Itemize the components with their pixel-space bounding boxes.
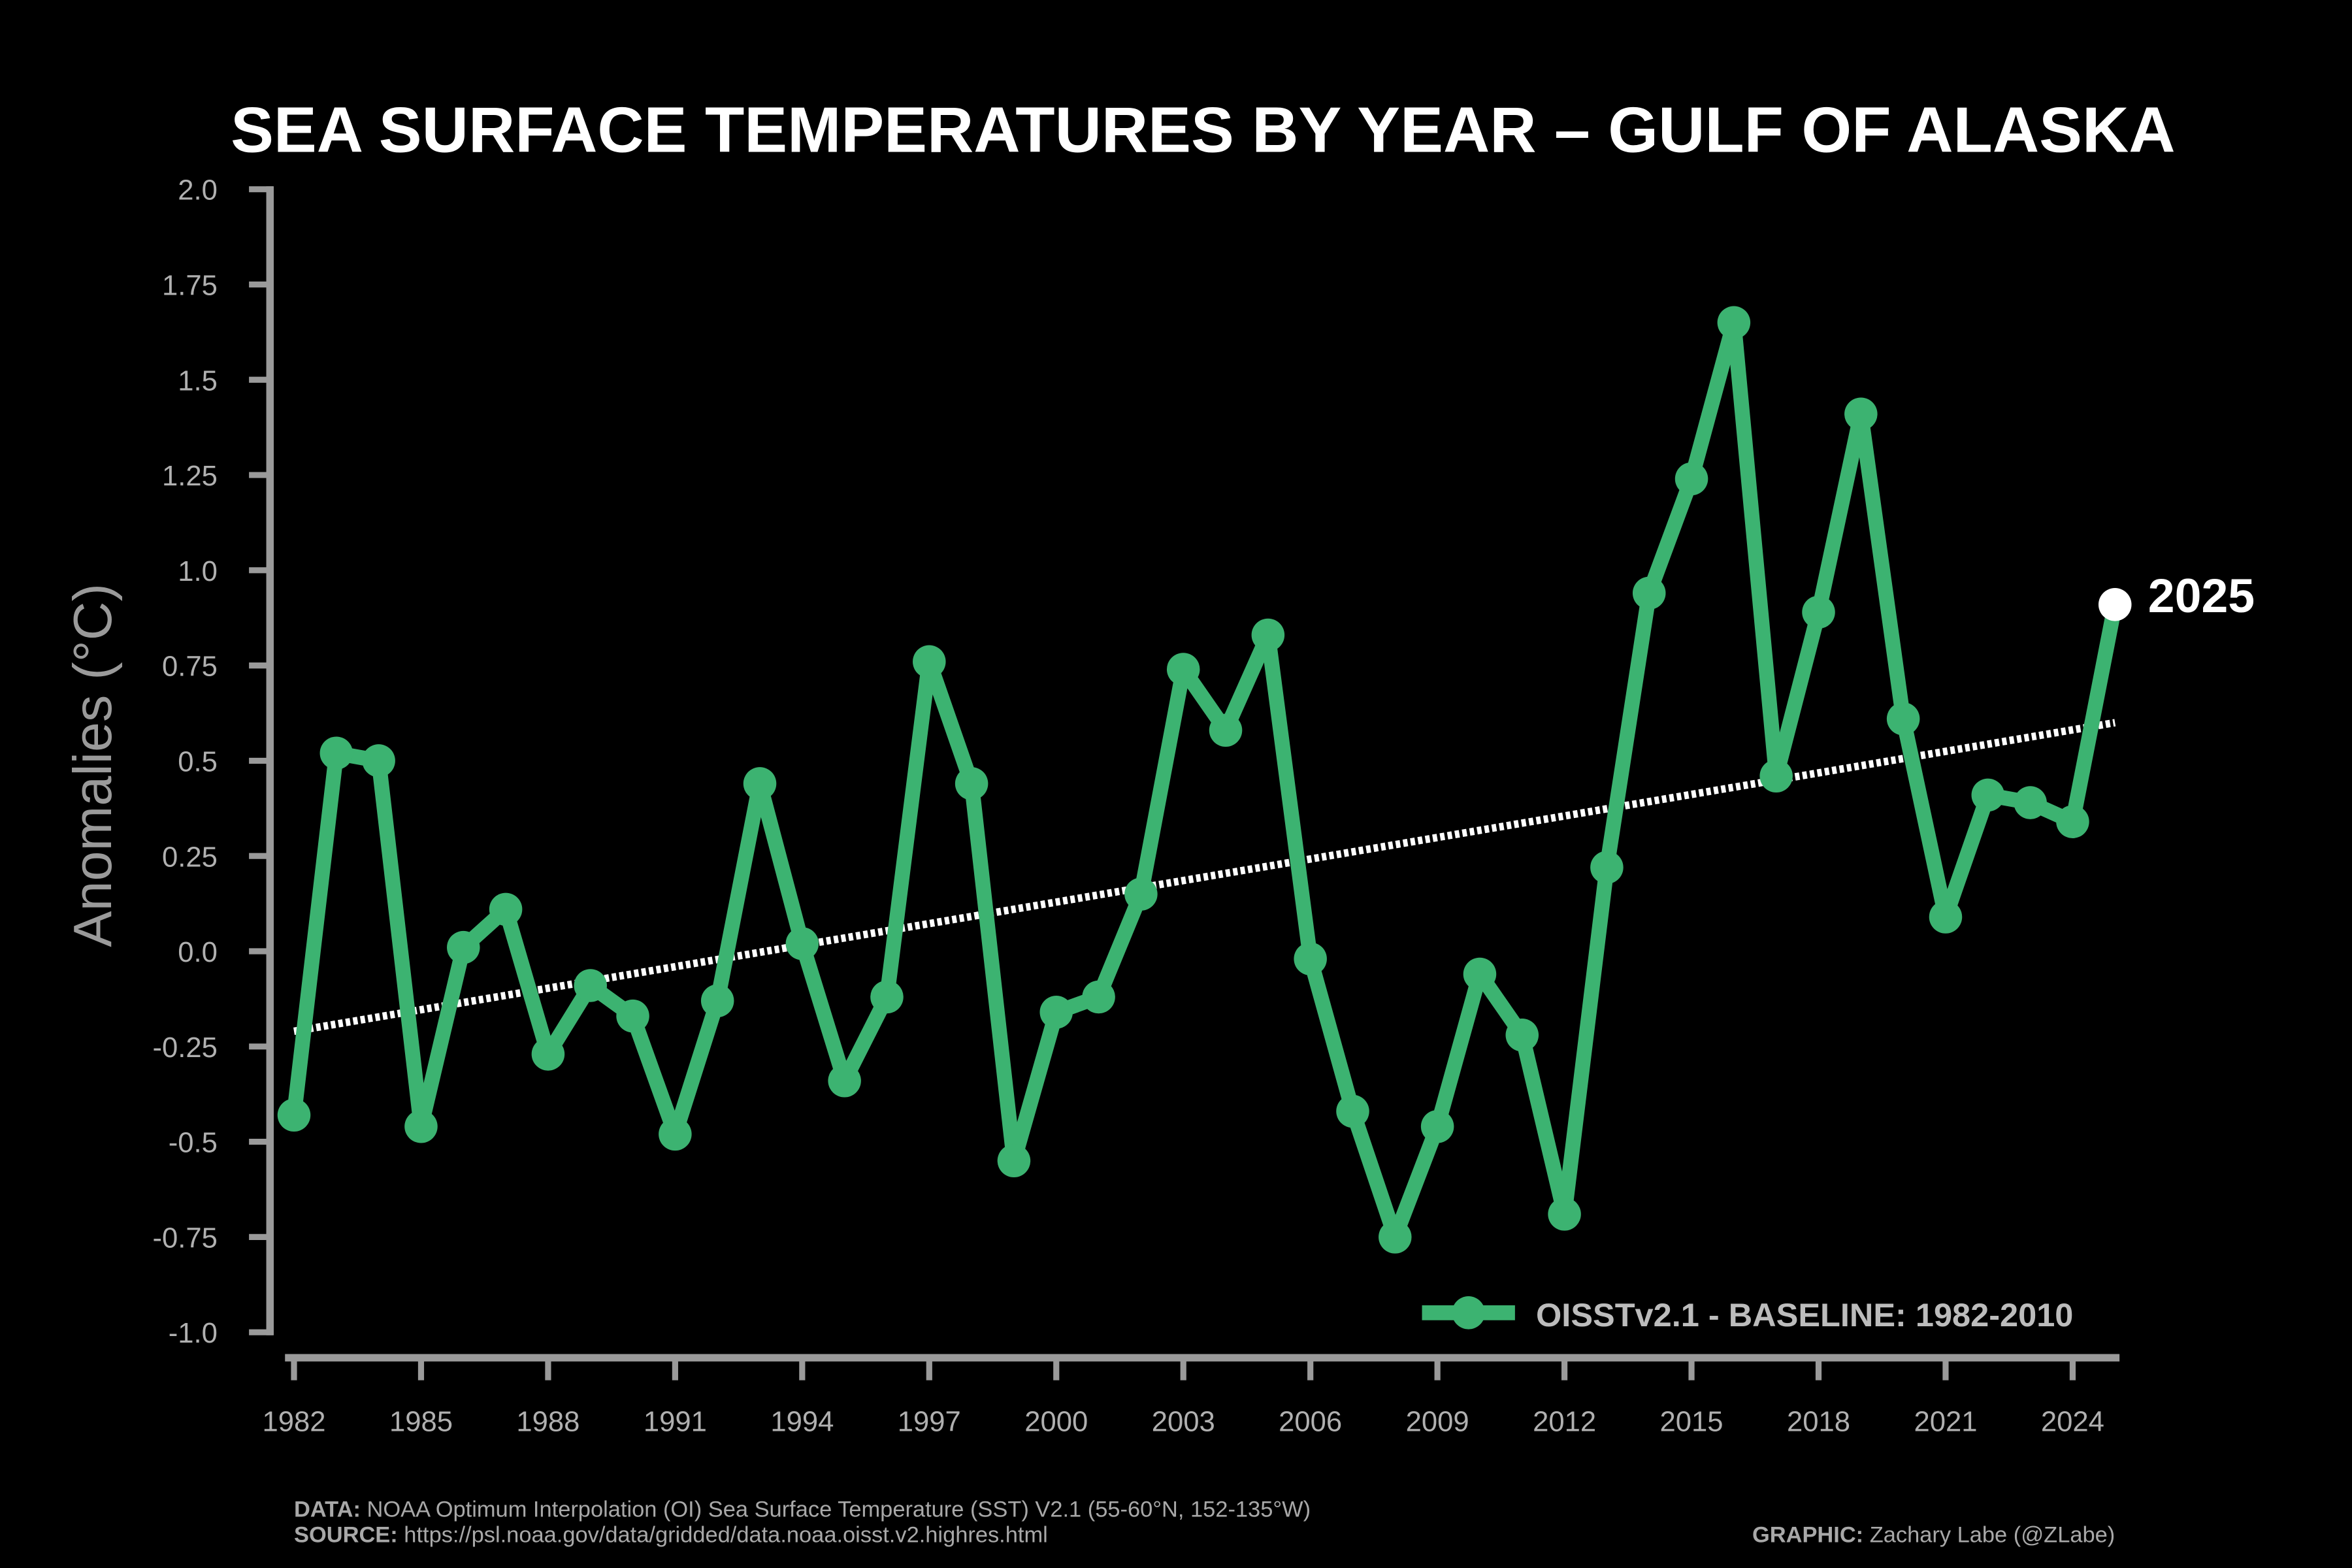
data-point bbox=[1124, 877, 1158, 911]
x-tick-label: 1988 bbox=[516, 1407, 580, 1438]
y-tick-label: -1.0 bbox=[169, 1318, 218, 1349]
footer-graphic: GRAPHIC: Zachary Labe (@ZLabe) bbox=[1752, 1523, 2115, 1548]
x-tick-label: 1985 bbox=[389, 1407, 453, 1438]
data-point bbox=[531, 1037, 565, 1071]
data-point bbox=[997, 1144, 1031, 1177]
data-point bbox=[1590, 851, 1624, 884]
data-point bbox=[489, 892, 523, 926]
y-tick-label: 0.75 bbox=[162, 651, 218, 683]
y-tick-label: 1.75 bbox=[162, 270, 218, 302]
data-point bbox=[319, 736, 353, 770]
x-tick-label: 2009 bbox=[1406, 1407, 1469, 1438]
data-point bbox=[743, 767, 777, 800]
legend: OISSTv2.1 - BASELINE: 1982-2010 bbox=[1422, 1296, 2073, 1333]
highlight-label-2025: 2025 bbox=[2148, 568, 2255, 623]
x-tick-label: 2018 bbox=[1787, 1407, 1850, 1438]
x-tick-label: 2000 bbox=[1024, 1407, 1088, 1438]
chart-title: SEA SURFACE TEMPERATURES BY YEAR – GULF … bbox=[231, 93, 2176, 165]
data-point bbox=[2056, 805, 2089, 838]
data-point bbox=[1039, 996, 1073, 1029]
y-tick-label: 2.0 bbox=[178, 175, 218, 206]
data-point bbox=[1886, 702, 1920, 736]
y-tick-label: 0.0 bbox=[178, 937, 218, 968]
data-point bbox=[447, 930, 480, 964]
footer-data: DATA: NOAA Optimum Interpolation (OI) Se… bbox=[294, 1497, 1311, 1522]
data-point bbox=[1971, 778, 2005, 812]
y-tick-label: -0.25 bbox=[153, 1032, 218, 1064]
data-point bbox=[1802, 595, 1835, 629]
y-tick-label: 0.5 bbox=[178, 746, 218, 777]
x-tick-label: 1997 bbox=[898, 1407, 961, 1438]
data-point bbox=[955, 767, 988, 800]
x-tick-label: 2021 bbox=[1914, 1407, 1977, 1438]
data-point bbox=[785, 927, 819, 960]
data-point bbox=[870, 980, 904, 1014]
data-point bbox=[1759, 759, 1793, 792]
x-tick-label: 2003 bbox=[1152, 1407, 1215, 1438]
series-group bbox=[277, 306, 2132, 1254]
data-point bbox=[913, 645, 946, 679]
footer-graphic-text: Zachary Labe (@ZLabe) bbox=[1863, 1523, 2115, 1548]
data-point bbox=[1420, 1109, 1454, 1143]
y-tick-label: -0.75 bbox=[153, 1222, 218, 1254]
data-point bbox=[1082, 980, 1115, 1014]
y-tick-label: 1.0 bbox=[178, 556, 218, 587]
data-point bbox=[1336, 1094, 1369, 1128]
x-tick-label: 2012 bbox=[1533, 1407, 1596, 1438]
legend-label: OISSTv2.1 - BASELINE: 1982-2010 bbox=[1536, 1296, 2073, 1333]
data-point bbox=[277, 1098, 311, 1132]
footer-source-label: SOURCE: bbox=[294, 1523, 398, 1548]
data-point bbox=[700, 984, 734, 1018]
data-point bbox=[404, 1109, 438, 1143]
data-point bbox=[1463, 957, 1497, 991]
footer-source-text: https://psl.noaa.gov/data/gridded/data.n… bbox=[398, 1523, 1048, 1548]
x-tick-label: 1991 bbox=[644, 1407, 707, 1438]
x-tick-label: 2006 bbox=[1279, 1407, 1342, 1438]
y-tick-label: -0.5 bbox=[169, 1128, 218, 1159]
footer-data-text: NOAA Optimum Interpolation (OI) Sea Surf… bbox=[361, 1497, 1311, 1522]
data-point bbox=[362, 744, 395, 777]
data-point bbox=[1674, 462, 1708, 496]
data-point bbox=[2014, 786, 2047, 819]
y-tick-label: 1.5 bbox=[178, 365, 218, 397]
data-point bbox=[1632, 576, 1666, 610]
data-point bbox=[574, 969, 607, 1002]
data-point bbox=[1251, 618, 1285, 652]
footer-data-label: DATA: bbox=[294, 1497, 361, 1522]
data-point bbox=[1717, 306, 1751, 340]
x-tick-label: 1982 bbox=[262, 1407, 325, 1438]
data-point bbox=[1548, 1198, 1581, 1231]
data-point bbox=[1929, 900, 1963, 934]
data-point bbox=[1166, 653, 1200, 686]
y-tick-label: 0.25 bbox=[162, 841, 218, 873]
data-point bbox=[659, 1117, 692, 1151]
data-point-highlight bbox=[2098, 588, 2132, 621]
data-point bbox=[1209, 713, 1243, 747]
data-point bbox=[1844, 397, 1878, 431]
y-tick-label: 1.25 bbox=[162, 461, 218, 492]
x-tick-label: 2024 bbox=[2041, 1407, 2104, 1438]
data-point bbox=[828, 1064, 861, 1098]
x-tick-label: 1994 bbox=[770, 1407, 834, 1438]
legend-marker bbox=[1452, 1296, 1485, 1330]
x-tick-label: 2015 bbox=[1660, 1407, 1723, 1438]
data-point bbox=[1294, 942, 1327, 975]
data-point bbox=[616, 999, 649, 1033]
data-point bbox=[1379, 1220, 1412, 1254]
y-axis-label: Anomalies (°C) bbox=[62, 583, 123, 947]
data-point bbox=[1505, 1019, 1539, 1052]
axes: -1.0 -0.75 -0.5 -0.25 0.0 0.25 0.5 0.75 1.0 1.25 1… bbox=[153, 175, 2120, 1438]
footer-source: SOURCE: https://psl.noaa.gov/data/gridde… bbox=[294, 1523, 1048, 1548]
footer-graphic-label: GRAPHIC: bbox=[1752, 1523, 1863, 1548]
